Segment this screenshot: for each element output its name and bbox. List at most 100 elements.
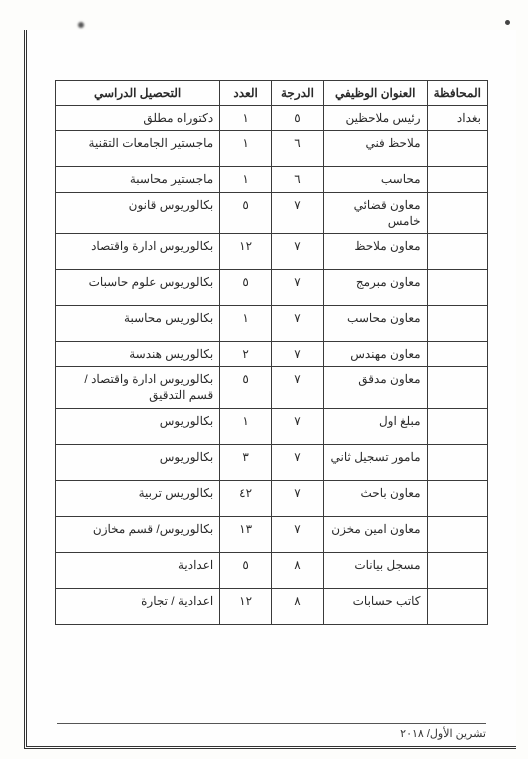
- cell-count: ٣: [220, 444, 272, 480]
- table-row: معاون ملاحظ٧١٢بكالوريوس ادارة واقتصاد: [56, 233, 488, 269]
- cell-grade: ٧: [272, 269, 324, 305]
- cell-education: بكالوريس تربية: [56, 480, 220, 516]
- table-body: بغدادرئيس ملاحظين٥١دكتوراه مطلقملاحظ فني…: [56, 106, 488, 624]
- cell-job-title: مسجل بيانات: [323, 552, 427, 588]
- cell-grade: ٦: [272, 167, 324, 192]
- table-row: معاون مهندس٧٢بكالوريس هندسة: [56, 341, 488, 366]
- cell-job-title: معاون امين مخزن: [323, 516, 427, 552]
- cell-count: ٥: [220, 552, 272, 588]
- cell-governorate: [427, 516, 487, 552]
- cell-count: ٤٢: [220, 480, 272, 516]
- cell-job-title: معاون مهندس: [323, 341, 427, 366]
- table-row: محاسب٦١ماجستير محاسبة: [56, 167, 488, 192]
- cell-job-title: رئيس ملاحظين: [323, 106, 427, 131]
- table-row: معاون امين مخزن٧١٣بكالوريوس/ قسم مخازن: [56, 516, 488, 552]
- cell-education: ماجستير محاسبة: [56, 167, 220, 192]
- cell-grade: ٨: [272, 588, 324, 624]
- header-education: التحصيل الدراسي: [56, 81, 220, 106]
- cell-education: بكالوريوس ادارة واقتصاد: [56, 233, 220, 269]
- table-row: معاون باحث٧٤٢بكالوريس تربية: [56, 480, 488, 516]
- cell-grade: ٧: [272, 367, 324, 408]
- cell-governorate: بغداد: [427, 106, 487, 131]
- cell-education: بكالوريوس: [56, 408, 220, 444]
- cell-education: بكالوريوس: [56, 444, 220, 480]
- cell-governorate: [427, 341, 487, 366]
- cell-governorate: [427, 480, 487, 516]
- cell-education: بكالوريس محاسبة: [56, 305, 220, 341]
- cell-grade: ٧: [272, 408, 324, 444]
- cell-count: ١٣: [220, 516, 272, 552]
- cell-grade: ٦: [272, 131, 324, 167]
- table-row: مامور تسجيل ثاني٧٣بكالوريوس: [56, 444, 488, 480]
- cell-job-title: معاون قضائي خامس: [323, 192, 427, 233]
- cell-education: بكالوريوس قانون: [56, 192, 220, 233]
- page-frame: المحافظة العنوان الوظيفي الدرجة العدد ال…: [24, 30, 516, 749]
- cell-education: ماجستير الجامعات التقنية: [56, 131, 220, 167]
- cell-count: ١: [220, 167, 272, 192]
- cell-education: دكتوراه مطلق: [56, 106, 220, 131]
- cell-job-title: مامور تسجيل ثاني: [323, 444, 427, 480]
- header-job-title: العنوان الوظيفي: [323, 81, 427, 106]
- table-row: ملاحظ فني٦١ماجستير الجامعات التقنية: [56, 131, 488, 167]
- cell-governorate: [427, 269, 487, 305]
- cell-count: ٥: [220, 367, 272, 408]
- cell-grade: ٥: [272, 106, 324, 131]
- cell-governorate: [427, 192, 487, 233]
- cell-governorate: [427, 367, 487, 408]
- cell-grade: ٨: [272, 552, 324, 588]
- cell-grade: ٧: [272, 480, 324, 516]
- footer-date: تشرين الأول/ ٢٠١٨: [400, 728, 486, 740]
- cell-governorate: [427, 588, 487, 624]
- table-row: كاتب حسابات٨١٢اعدادية / تجارة: [56, 588, 488, 624]
- header-count: العدد: [220, 81, 272, 106]
- cell-governorate: [427, 408, 487, 444]
- cell-education: بكالوريوس علوم حاسبات: [56, 269, 220, 305]
- cell-count: ٥: [220, 192, 272, 233]
- cell-governorate: [427, 167, 487, 192]
- cell-education: بكالوريس هندسة: [56, 341, 220, 366]
- scan-artifact: [505, 20, 510, 25]
- cell-job-title: معاون مبرمج: [323, 269, 427, 305]
- jobs-table: المحافظة العنوان الوظيفي الدرجة العدد ال…: [55, 80, 488, 625]
- header-grade: الدرجة: [272, 81, 324, 106]
- cell-governorate: [427, 305, 487, 341]
- cell-education: اعدادية: [56, 552, 220, 588]
- cell-grade: ٧: [272, 516, 324, 552]
- cell-count: ١٢: [220, 588, 272, 624]
- table-row: معاون محاسب٧١بكالوريس محاسبة: [56, 305, 488, 341]
- cell-job-title: مبلغ اول: [323, 408, 427, 444]
- cell-governorate: [427, 552, 487, 588]
- cell-grade: ٧: [272, 341, 324, 366]
- cell-count: ١٢: [220, 233, 272, 269]
- cell-governorate: [427, 233, 487, 269]
- cell-count: ١: [220, 408, 272, 444]
- table-row: مبلغ اول٧١بكالوريوس: [56, 408, 488, 444]
- cell-grade: ٧: [272, 444, 324, 480]
- cell-count: ١: [220, 131, 272, 167]
- cell-count: ١: [220, 305, 272, 341]
- cell-count: ١: [220, 106, 272, 131]
- table-row: بغدادرئيس ملاحظين٥١دكتوراه مطلق: [56, 106, 488, 131]
- table-row: معاون قضائي خامس٧٥بكالوريوس قانون: [56, 192, 488, 233]
- cell-job-title: معاون باحث: [323, 480, 427, 516]
- table-row: مسجل بيانات٨٥اعدادية: [56, 552, 488, 588]
- cell-job-title: محاسب: [323, 167, 427, 192]
- table-row: معاون مدقق٧٥بكالوريوس ادارة واقتصاد / قس…: [56, 367, 488, 408]
- cell-governorate: [427, 444, 487, 480]
- cell-governorate: [427, 131, 487, 167]
- cell-grade: ٧: [272, 192, 324, 233]
- cell-job-title: معاون ملاحظ: [323, 233, 427, 269]
- cell-job-title: معاون محاسب: [323, 305, 427, 341]
- cell-job-title: كاتب حسابات: [323, 588, 427, 624]
- cell-count: ٥: [220, 269, 272, 305]
- cell-education: بكالوريوس ادارة واقتصاد / قسم التدقيق: [56, 367, 220, 408]
- scan-artifact: [78, 22, 84, 28]
- cell-grade: ٧: [272, 233, 324, 269]
- cell-job-title: ملاحظ فني: [323, 131, 427, 167]
- cell-grade: ٧: [272, 305, 324, 341]
- cell-education: بكالوريوس/ قسم مخازن: [56, 516, 220, 552]
- table-header-row: المحافظة العنوان الوظيفي الدرجة العدد ال…: [56, 81, 488, 106]
- header-governorate: المحافظة: [427, 81, 487, 106]
- cell-education: اعدادية / تجارة: [56, 588, 220, 624]
- cell-job-title: معاون مدقق: [323, 367, 427, 408]
